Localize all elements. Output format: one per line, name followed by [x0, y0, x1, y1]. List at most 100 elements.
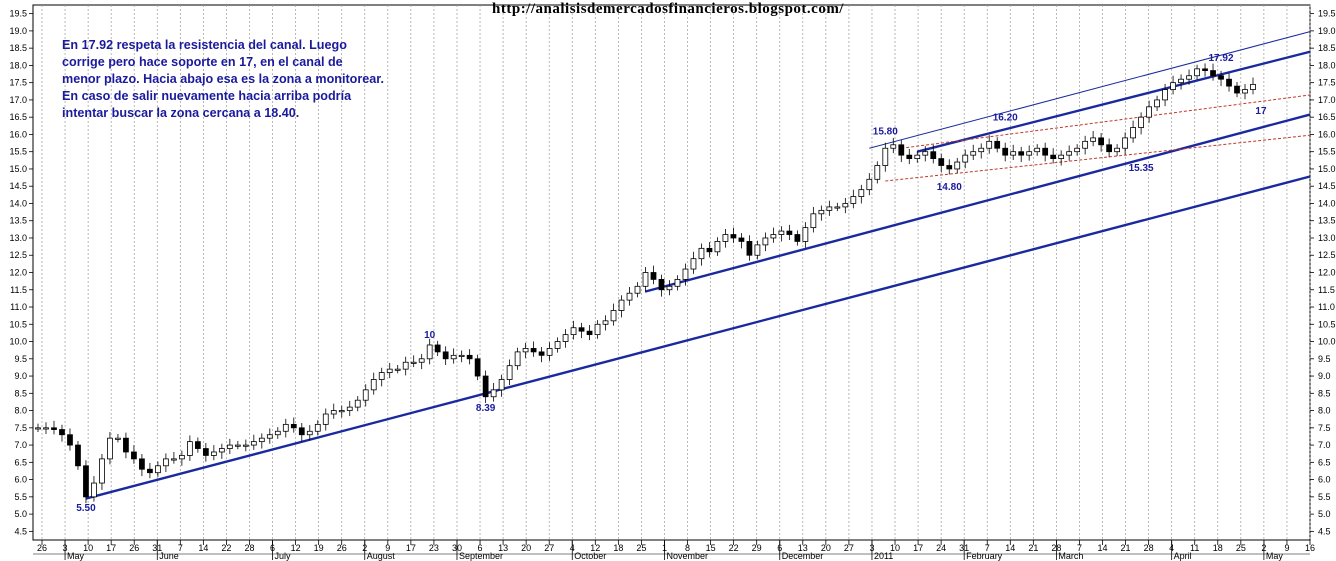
y-tick-label-right: 7.0 — [1318, 440, 1331, 450]
candle-body — [522, 348, 529, 353]
price-annotation: 10 — [424, 330, 436, 341]
x-tick-label: 8 — [685, 543, 690, 553]
candle-body — [698, 247, 705, 260]
candle-body — [786, 230, 793, 235]
candle-body — [1074, 147, 1081, 153]
candle-body — [834, 206, 841, 209]
candle-body — [298, 427, 305, 436]
y-tick-label-right: 14.5 — [1318, 181, 1336, 191]
candle-body — [155, 465, 161, 474]
candle-body — [930, 151, 937, 159]
y-tick-label-left: 14.5 — [9, 181, 27, 191]
candle-body — [770, 234, 777, 239]
commentary-line: intentar buscar la zona cercana a 18.40. — [62, 106, 300, 120]
y-tick-label-left: 19.5 — [9, 9, 27, 19]
candle-body — [1130, 127, 1136, 139]
candle-body — [402, 361, 409, 370]
y-tick-label-left: 16.5 — [9, 112, 27, 122]
candle-body — [458, 354, 465, 357]
y-tick-label-left: 18.5 — [9, 43, 27, 53]
x-tick-label: 14 — [1098, 543, 1108, 553]
month-label: May — [1266, 551, 1284, 561]
candle-body — [179, 455, 185, 460]
candle-body — [1018, 151, 1025, 156]
candle-body — [570, 327, 577, 336]
candle-body — [858, 189, 865, 197]
candle-body — [986, 140, 993, 149]
y-tick-label-right: 12.0 — [1318, 268, 1336, 278]
candle-body — [67, 434, 73, 446]
candle-body — [682, 268, 689, 280]
candle-body — [131, 451, 137, 460]
candle-body — [658, 279, 665, 291]
y-tick-label-left: 4.5 — [14, 526, 27, 536]
candle-body — [818, 209, 825, 215]
candle-body — [346, 406, 353, 411]
candle-body — [490, 389, 497, 398]
y-tick-label-left: 9.5 — [14, 354, 27, 364]
commentary-line: menor plazo. Hacia abajo esa es la zona … — [62, 72, 384, 86]
candle-body — [898, 144, 905, 156]
x-tick-label: 16 — [1305, 543, 1315, 553]
candle-body — [378, 372, 385, 380]
candle-body — [338, 410, 345, 413]
y-tick-label-left: 18.0 — [9, 60, 27, 70]
x-tick-label: 21 — [1121, 543, 1131, 553]
candle-body — [890, 144, 897, 149]
y-tick-label-left: 12.0 — [9, 268, 27, 278]
price-annotation: 15.35 — [1129, 163, 1154, 174]
y-tick-label-left: 7.0 — [14, 440, 27, 450]
x-tick-label: 27 — [844, 543, 854, 553]
candle-body — [970, 151, 977, 156]
candle-body — [1122, 137, 1128, 149]
candle-body — [754, 244, 761, 256]
candle-body — [1202, 68, 1208, 71]
x-tick-label: 12 — [291, 543, 301, 553]
y-tick-label-left: 19.0 — [9, 26, 27, 36]
candle-body — [938, 158, 945, 166]
candle-body — [578, 327, 585, 332]
candle-body — [914, 154, 921, 159]
y-tick-label-right: 13.0 — [1318, 233, 1336, 243]
candle-body — [123, 437, 129, 453]
candle-body — [1082, 140, 1089, 149]
candle-body — [586, 330, 593, 336]
x-tick-label: 17 — [106, 543, 116, 553]
candle-body — [322, 413, 329, 425]
candle-body — [1026, 151, 1033, 156]
candle-body — [474, 358, 481, 377]
x-tick-label: 28 — [1144, 543, 1154, 553]
x-tick-label: 14 — [1005, 543, 1015, 553]
y-tick-label-right: 9.0 — [1318, 371, 1331, 381]
blog-url[interactable]: http://analisisdemercadosfinancieros.blo… — [492, 1, 844, 17]
candle-body — [738, 237, 745, 242]
candle-body — [850, 196, 857, 204]
candle-body — [618, 299, 625, 311]
y-tick-label-left: 16.0 — [9, 129, 27, 139]
candle-body — [314, 423, 321, 432]
month-label: 2011 — [874, 551, 893, 561]
candle-body — [202, 448, 209, 456]
y-tick-label-right: 17.0 — [1318, 95, 1336, 105]
candle-body — [994, 140, 1001, 149]
candle-body — [1242, 89, 1248, 94]
candle-body — [1178, 78, 1184, 84]
candle-body — [1042, 147, 1049, 156]
month-label: November — [666, 551, 708, 561]
candle-body — [650, 272, 657, 280]
y-tick-label-right: 11.5 — [1318, 285, 1335, 295]
y-tick-label-left: 15.0 — [9, 164, 27, 174]
candle-body — [1002, 147, 1009, 156]
candle-body — [194, 441, 201, 449]
x-tick-label: 13 — [798, 543, 808, 553]
candle-body — [330, 410, 337, 415]
y-tick-label-left: 14.0 — [9, 198, 27, 208]
x-tick-label: 17 — [913, 543, 923, 553]
candle-body — [626, 292, 633, 301]
month-label: October — [574, 551, 606, 561]
x-tick-label: 22 — [729, 543, 739, 553]
y-tick-label-left: 6.0 — [14, 475, 27, 485]
y-tick-label-right: 5.5 — [1318, 492, 1331, 502]
candle-body — [1226, 78, 1232, 87]
candle-body — [1210, 70, 1216, 77]
